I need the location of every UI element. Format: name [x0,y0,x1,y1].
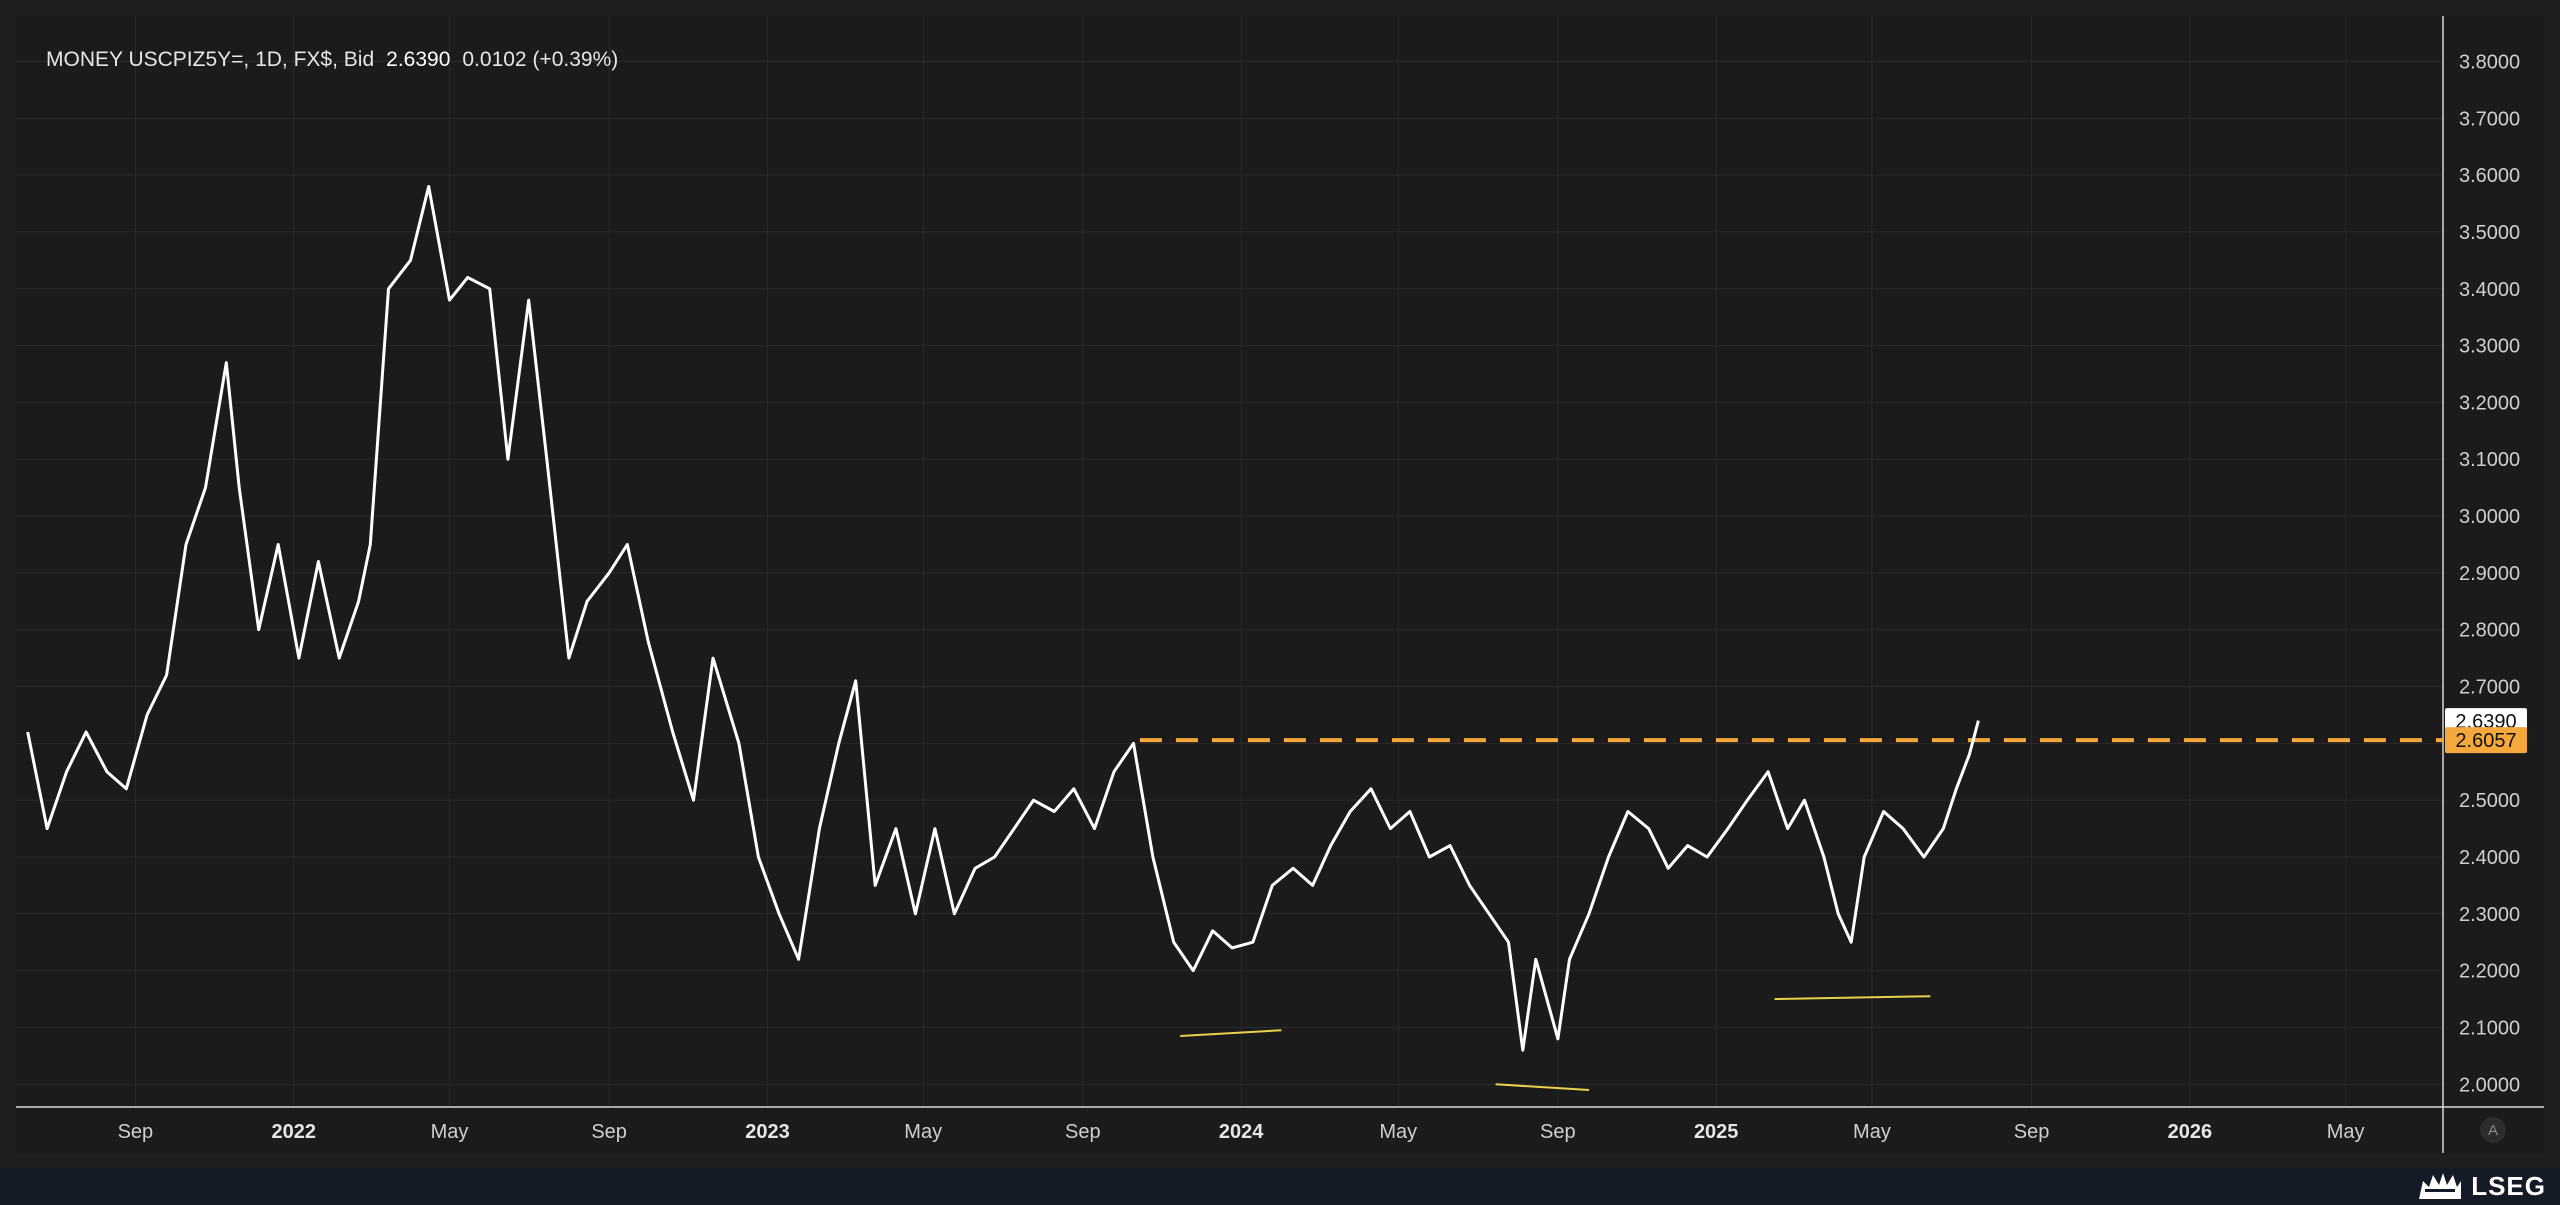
y-tick-label: 2.2000 [2459,961,2520,983]
y-tick-label: 3.7000 [2459,108,2520,130]
y-tick-label: 2.7000 [2459,677,2520,699]
x-tick-label: May [2327,1121,2365,1143]
y-tick-label: 2.4000 [2459,847,2520,869]
x-tick-label: May [904,1121,942,1143]
y-tick-label: 2.1000 [2459,1017,2520,1039]
x-tick-label: May [1379,1121,1417,1143]
x-tick-label: Sep [1540,1121,1576,1143]
chart-panel: 2.0000 2.1000 2.2000 2.3000 2.4000 2.5000 2.60… [16,16,2544,1153]
x-tick-label: May [1853,1121,1891,1143]
x-tick-label: 2024 [1219,1121,1264,1143]
last-value: 2.6390 [386,48,451,71]
level-price-tag-box [2445,727,2527,754]
trendlines[interactable] [1180,995,1931,1091]
instrument-label: MONEY USCPIZ5Y=, 1D, FX$, Bid [46,48,375,71]
x-tick-label: Sep [2014,1121,2050,1143]
y-tick-label: 2.8000 [2459,620,2520,642]
y-tick-label: 3.0000 [2459,506,2520,528]
lion-crest-icon [2419,1173,2462,1199]
trendline [1180,1029,1282,1037]
x-tick-label: 2023 [745,1121,790,1143]
y-tick-label: 3.6000 [2459,165,2520,187]
price-series [26,185,1980,1052]
level-price-tag: 2.6057 [2455,730,2516,752]
trendline [1495,1083,1590,1091]
price-chart[interactable]: 2.0000 2.1000 2.2000 2.3000 2.4000 2.5000 2.60… [16,16,2544,1153]
axes: 2.0000 2.1000 2.2000 2.3000 2.4000 2.5000 2.60… [16,16,2544,1153]
chart-header: MONEY USCPIZ5Y=, 1D, FX$, Bid 2.6390 0.0… [46,44,618,76]
y-tick-label: 2.0000 [2459,1074,2520,1096]
x-tick-label: 2026 [2168,1121,2213,1143]
price-line [26,185,1980,1052]
trendline [1774,995,1931,1001]
y-tick-label: 2.9000 [2459,563,2520,585]
brand-name: LSEG [2471,1170,2546,1201]
x-tick-label: Sep [1065,1121,1101,1143]
y-tick-label: 3.3000 [2459,336,2520,358]
y-tick-label: 3.4000 [2459,279,2520,301]
x-tick-label: Sep [118,1121,154,1143]
footer-bar [0,1168,2560,1205]
y-tick-label: 2.3000 [2459,904,2520,926]
x-tick-label: 2022 [271,1121,316,1143]
y-tick-label: 3.2000 [2459,392,2520,414]
x-tick-label: 2025 [1694,1121,1739,1143]
auto-scale-button[interactable]: A [2480,1117,2506,1143]
y-tick-label: 3.8000 [2459,51,2520,73]
y-tick-label: 2.5000 [2459,790,2520,812]
lseg-logo: LSEG [2417,1170,2546,1202]
x-tick-label: May [431,1121,469,1143]
grid-lines [16,16,2443,1107]
x-tick-label: Sep [591,1121,627,1143]
y-tick-label: 3.1000 [2459,449,2520,471]
y-tick-label: 3.5000 [2459,222,2520,244]
change-value: 0.0102 (+0.39%) [462,48,619,71]
